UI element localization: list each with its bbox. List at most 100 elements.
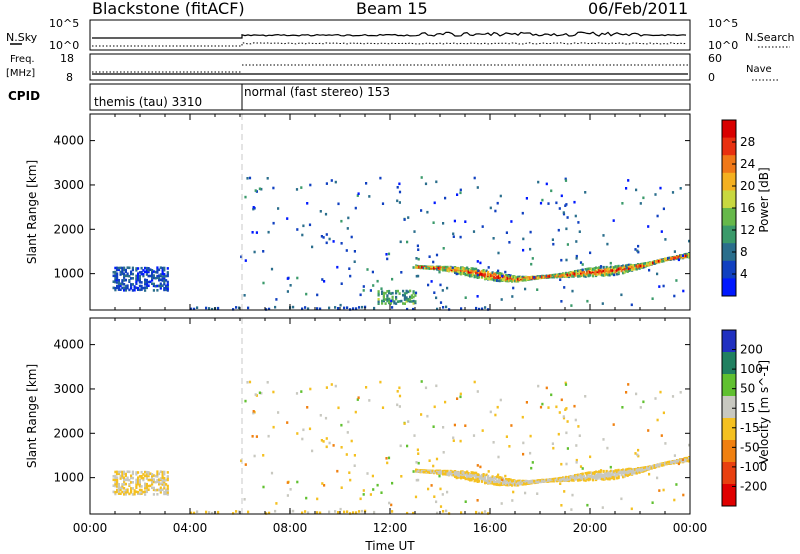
velocity-cell (493, 480, 496, 483)
power-cell (581, 263, 584, 266)
power-cell (337, 202, 340, 206)
power-cell (165, 274, 168, 278)
velocity-cell (286, 494, 289, 497)
velocity-cell (350, 439, 353, 443)
power-cell (455, 267, 458, 270)
velocity-cell (166, 476, 169, 480)
velocity-cell (391, 510, 394, 513)
power-cell (421, 265, 424, 269)
velocity-cell (128, 492, 131, 496)
velocity-cell (481, 474, 484, 477)
velocity-cell (503, 483, 506, 486)
power-cell (117, 280, 120, 284)
power-cell (355, 307, 358, 310)
power-cell (361, 305, 364, 309)
power-cell (159, 274, 162, 278)
power-cell (439, 283, 442, 287)
velocity-cell (509, 478, 512, 481)
velocity-cell (496, 405, 499, 409)
velocity-cell (114, 492, 117, 496)
velocity-cell (398, 386, 401, 390)
velocity-cell (140, 488, 143, 492)
power-cell (135, 274, 138, 278)
power-cell (623, 268, 626, 271)
power-cell (541, 198, 544, 202)
velocity-cell (506, 481, 509, 484)
velocity-cell (323, 484, 326, 487)
velocity-cell (116, 480, 119, 484)
power-cell (608, 270, 611, 274)
velocity-cell (524, 480, 527, 483)
power-cell (658, 285, 661, 288)
velocity-cell (371, 474, 374, 478)
power-cell (682, 256, 685, 259)
power-cell (571, 274, 574, 278)
power-cell (481, 307, 484, 311)
power-cell (414, 301, 417, 305)
velocity-cell (464, 500, 467, 503)
velocity-cell (419, 469, 422, 472)
power-cell (647, 261, 650, 265)
power-cell (117, 288, 120, 291)
power-cell (386, 299, 389, 303)
velocity-cell (688, 459, 691, 462)
power-cell (511, 275, 514, 279)
velocity-cell (163, 480, 166, 484)
power-cell (451, 266, 454, 269)
power-cell (114, 280, 117, 284)
velocity-cell (517, 479, 520, 483)
power-cell (611, 272, 614, 276)
power-cell (604, 268, 607, 271)
power-cell (658, 260, 661, 263)
velocity-cell (455, 476, 458, 480)
velocity-cell (605, 469, 608, 473)
power-cell (123, 279, 126, 282)
power-cell (662, 259, 665, 263)
power-cell (497, 269, 500, 273)
power-cell (521, 277, 524, 281)
power-colorbar-tick-label: 28 (740, 135, 755, 149)
velocity-cell (131, 470, 134, 474)
power-cell (554, 275, 557, 278)
velocity-colorbar-segment (722, 418, 736, 441)
velocity-cell (268, 511, 271, 515)
power-cell (653, 260, 656, 263)
velocity-cell (671, 461, 674, 464)
power-colorbar-segment (722, 190, 736, 209)
power-cell (487, 270, 490, 274)
power-cell (140, 281, 143, 284)
power-cell (391, 306, 394, 309)
velocity-cell (421, 469, 424, 473)
velocity-cell (488, 481, 491, 485)
power-cell (500, 298, 503, 301)
velocity-cell (325, 386, 328, 389)
power-cell (159, 273, 162, 276)
velocity-cell (562, 416, 566, 420)
power-cell (614, 267, 617, 271)
velocity-cell (400, 475, 403, 478)
power-cell (144, 286, 147, 289)
velocity-cell (496, 483, 499, 486)
power-cell (565, 258, 568, 262)
power-cell (145, 268, 148, 272)
power-cell (452, 232, 455, 236)
power-cell (412, 302, 415, 305)
power-cell (623, 265, 626, 268)
velocity-cell (545, 386, 548, 390)
velocity-cell (161, 481, 164, 484)
velocity-cell (217, 510, 220, 514)
power-cell (373, 306, 376, 310)
power-cell (651, 297, 654, 300)
velocity-cell (130, 476, 133, 480)
velocity-cell (457, 471, 460, 474)
velocity-cell (499, 478, 502, 482)
velocity-cell (530, 479, 533, 483)
velocity-cell (629, 469, 632, 473)
velocity-xtick-label: 16:00 (473, 521, 508, 535)
power-cell (166, 287, 169, 290)
power-cell (499, 272, 502, 275)
power-cell (631, 268, 634, 272)
velocity-cell (428, 471, 431, 474)
velocity-cell (267, 434, 270, 438)
velocity-cell (116, 472, 119, 476)
